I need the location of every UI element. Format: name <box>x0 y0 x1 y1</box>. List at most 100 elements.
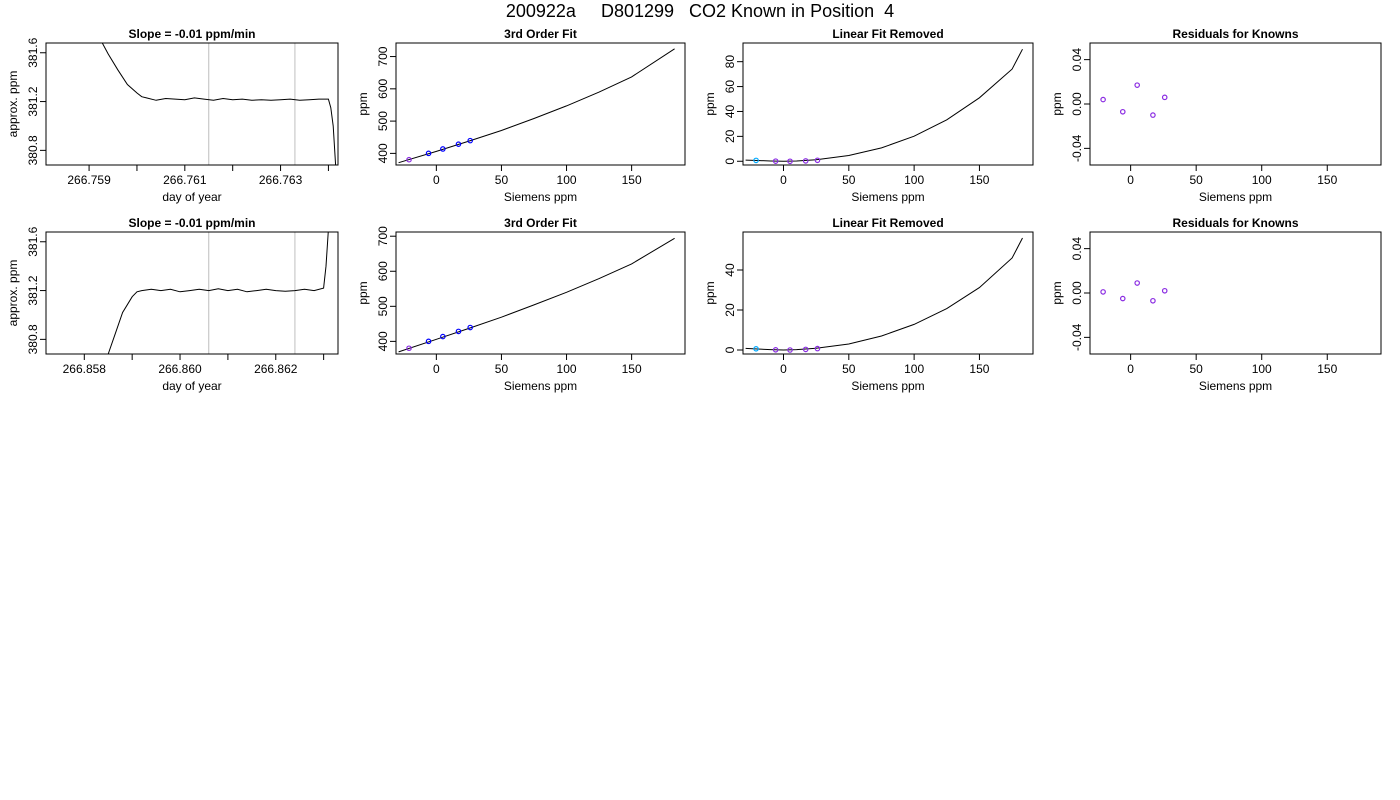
y-tick-label: 600 <box>376 261 390 281</box>
x-tick-label: 50 <box>842 362 856 376</box>
y-tick-label: 500 <box>376 296 390 316</box>
x-tick-label: 50 <box>1189 362 1203 376</box>
x-axis-label: Siemens ppm <box>851 379 924 393</box>
y-tick-label: 381.6 <box>26 37 40 67</box>
series-line <box>101 43 337 165</box>
data-point <box>1100 96 1106 103</box>
x-tick-label: 50 <box>495 362 509 376</box>
y-tick-label: 60 <box>723 80 737 94</box>
data-point <box>406 156 412 163</box>
y-tick-label: 381.2 <box>26 275 40 305</box>
y-axis-label: approx. ppm <box>6 71 20 138</box>
data-point <box>802 158 809 164</box>
plot-frame <box>45 42 339 166</box>
plot-frame <box>1089 42 1382 166</box>
data-point <box>406 345 412 352</box>
plot-frame <box>395 42 686 166</box>
page-title: 200922a D801299 CO2 Known in Position 4 <box>505 1 895 21</box>
x-tick-label: 0 <box>433 173 440 187</box>
x-axis-label: Siemens ppm <box>851 190 924 204</box>
y-tick-label: 700 <box>376 226 390 246</box>
y-tick-label: 381.2 <box>26 86 40 116</box>
plot-area <box>745 48 1023 165</box>
data-point <box>440 333 446 340</box>
data-point <box>425 150 432 157</box>
plot-area <box>398 237 675 353</box>
fit-curve <box>745 237 1023 351</box>
x-tick-label: 150 <box>969 362 989 376</box>
x-tick-label: 266.761 <box>163 173 207 187</box>
data-point <box>1161 94 1168 101</box>
fit-curve <box>398 48 675 164</box>
x-tick-label: 100 <box>904 362 924 376</box>
x-tick-label: 0 <box>780 362 787 376</box>
y-tick-label: 20 <box>723 303 737 317</box>
x-tick-label: 150 <box>622 173 642 187</box>
y-tick-label: 380.8 <box>26 324 40 354</box>
x-axis-label: Siemens ppm <box>504 379 577 393</box>
plot-area <box>107 232 329 354</box>
data-point <box>1134 280 1140 286</box>
chart-title: Slope = -0.01 ppm/min <box>128 27 255 41</box>
plot-area <box>1100 82 1168 118</box>
data-point <box>440 146 446 152</box>
y-tick-label: 380.8 <box>26 135 40 165</box>
data-point <box>467 137 474 144</box>
chart-panel-r2c4: Residuals for Knowns 0 50 100 150 -0.04 0.00 0.… <box>1050 216 1382 393</box>
plot-frame <box>395 231 686 355</box>
y-tick-label: 0.04 <box>1070 48 1084 72</box>
y-tick-label: 0.04 <box>1070 237 1084 261</box>
y-tick-label: 80 <box>723 55 737 69</box>
x-axis-label: day of year <box>162 190 221 204</box>
chart-title: Linear Fit Removed <box>832 27 943 41</box>
x-axis-label: Siemens ppm <box>1199 190 1272 204</box>
y-tick-label: 700 <box>376 46 390 66</box>
y-tick-label: 0 <box>723 158 737 165</box>
chart-title: Linear Fit Removed <box>832 216 943 230</box>
data-point <box>1150 297 1156 304</box>
data-point <box>814 345 821 352</box>
data-point <box>814 157 821 164</box>
data-point <box>802 346 809 353</box>
y-axis-label: ppm <box>356 281 370 304</box>
plot-area <box>745 237 1023 353</box>
y-axis-label: ppm <box>356 92 370 115</box>
x-tick-label: 100 <box>1252 362 1272 376</box>
x-tick-label: 0 <box>1127 362 1134 376</box>
y-axis-label: ppm <box>703 281 717 304</box>
y-tick-label: -0.04 <box>1070 134 1084 162</box>
data-point <box>455 141 462 147</box>
fit-curve <box>745 48 1023 162</box>
x-tick-label: 266.860 <box>158 362 202 376</box>
y-axis-label: approx. ppm <box>6 260 20 327</box>
y-tick-label: 20 <box>723 129 737 143</box>
y-tick-label: 0.00 <box>1070 92 1084 116</box>
fit-curve <box>398 237 675 353</box>
plot-frame <box>742 231 1034 355</box>
series-line <box>107 232 329 354</box>
chart-title: Residuals for Knowns <box>1172 216 1298 230</box>
x-tick-label: 50 <box>1189 173 1203 187</box>
y-tick-label: 0.00 <box>1070 281 1084 305</box>
chart-panel-r1c3: Linear Fit Removed 0 50 100 150 0 20 40 60 80 Siem… <box>703 27 1034 204</box>
plot-area <box>398 48 675 164</box>
y-tick-label: 500 <box>376 111 390 131</box>
data-point <box>753 157 759 164</box>
y-tick-label: 0 <box>723 346 737 353</box>
data-point <box>1150 112 1156 118</box>
data-point <box>1119 295 1126 302</box>
y-tick-label: 600 <box>376 78 390 98</box>
y-tick-label: 40 <box>723 104 737 118</box>
data-point <box>753 345 759 352</box>
y-tick-label: 381.6 <box>26 226 40 256</box>
x-tick-label: 150 <box>1317 173 1337 187</box>
data-point <box>467 324 474 331</box>
plot-frame <box>742 42 1034 166</box>
y-tick-label: 40 <box>723 263 737 277</box>
y-tick-label: 400 <box>376 143 390 163</box>
plot-frame <box>45 231 339 355</box>
x-tick-label: 266.759 <box>67 173 111 187</box>
data-point <box>772 158 779 164</box>
y-tick-label: 400 <box>376 331 390 351</box>
